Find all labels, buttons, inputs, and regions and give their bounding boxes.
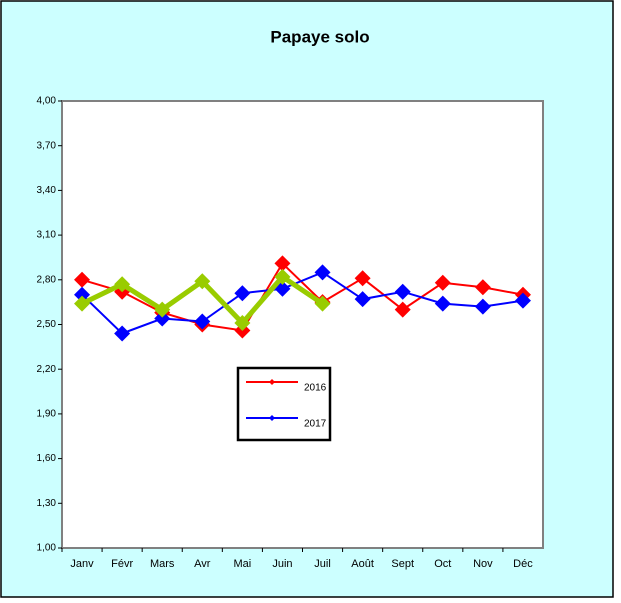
chart-title: Papaye solo <box>270 27 369 46</box>
x-tick-label: Janv <box>70 558 94 570</box>
point-marker <box>194 313 211 330</box>
x-tick-label: Déc <box>513 558 533 570</box>
point-marker <box>194 273 211 290</box>
point-marker <box>354 270 371 287</box>
legend-marker <box>269 415 275 421</box>
point-marker <box>434 274 451 291</box>
x-tick-label: Févr <box>111 558 133 570</box>
point-marker <box>274 268 291 285</box>
point-marker <box>114 276 131 293</box>
y-tick-label: 3,40 <box>37 185 57 196</box>
point-marker <box>434 295 451 312</box>
point-marker <box>74 295 91 312</box>
point-marker <box>394 301 411 318</box>
point-marker <box>474 279 491 296</box>
y-tick-label: 1,30 <box>37 498 57 509</box>
point-marker <box>514 292 531 309</box>
x-tick-label: Juil <box>314 558 331 570</box>
point-marker <box>154 301 171 318</box>
y-tick-label: 2,80 <box>37 274 57 285</box>
y-tick-label: 1,60 <box>37 453 57 464</box>
x-tick-label: Août <box>351 558 374 570</box>
x-tick-label: Juin <box>272 558 292 570</box>
y-tick-label: 2,20 <box>37 364 57 375</box>
y-tick-label: 2,50 <box>37 319 57 330</box>
x-tick-label: Avr <box>194 558 211 570</box>
legend-marker <box>269 379 275 385</box>
point-marker <box>234 285 251 302</box>
x-tick-label: Oct <box>434 558 451 570</box>
y-tick-label: 1,90 <box>37 409 57 420</box>
point-marker <box>354 291 371 308</box>
point-marker <box>274 255 291 272</box>
point-marker <box>474 298 491 315</box>
plot-area <box>61 100 544 549</box>
legend-label: 2016 <box>304 383 327 394</box>
point-marker <box>394 283 411 300</box>
point-marker <box>154 310 171 327</box>
point-marker <box>74 271 91 288</box>
y-tick-label: 3,10 <box>37 230 57 241</box>
legend-label: 2017 <box>304 419 327 430</box>
x-tick-label: Mars <box>150 558 175 570</box>
point-marker <box>234 315 251 332</box>
legend-box <box>236 366 332 442</box>
point-marker <box>314 264 331 281</box>
y-tick-label: 4,00 <box>37 96 57 107</box>
point-marker <box>74 286 91 303</box>
point-marker <box>114 325 131 342</box>
y-tick-label: 3,70 <box>37 140 57 151</box>
point-marker <box>314 295 331 312</box>
x-tick-label: Mai <box>234 558 252 570</box>
x-tick-label: Nov <box>473 558 493 570</box>
y-tick-label: 1,00 <box>37 543 57 554</box>
x-tick-label: Sept <box>391 558 414 570</box>
